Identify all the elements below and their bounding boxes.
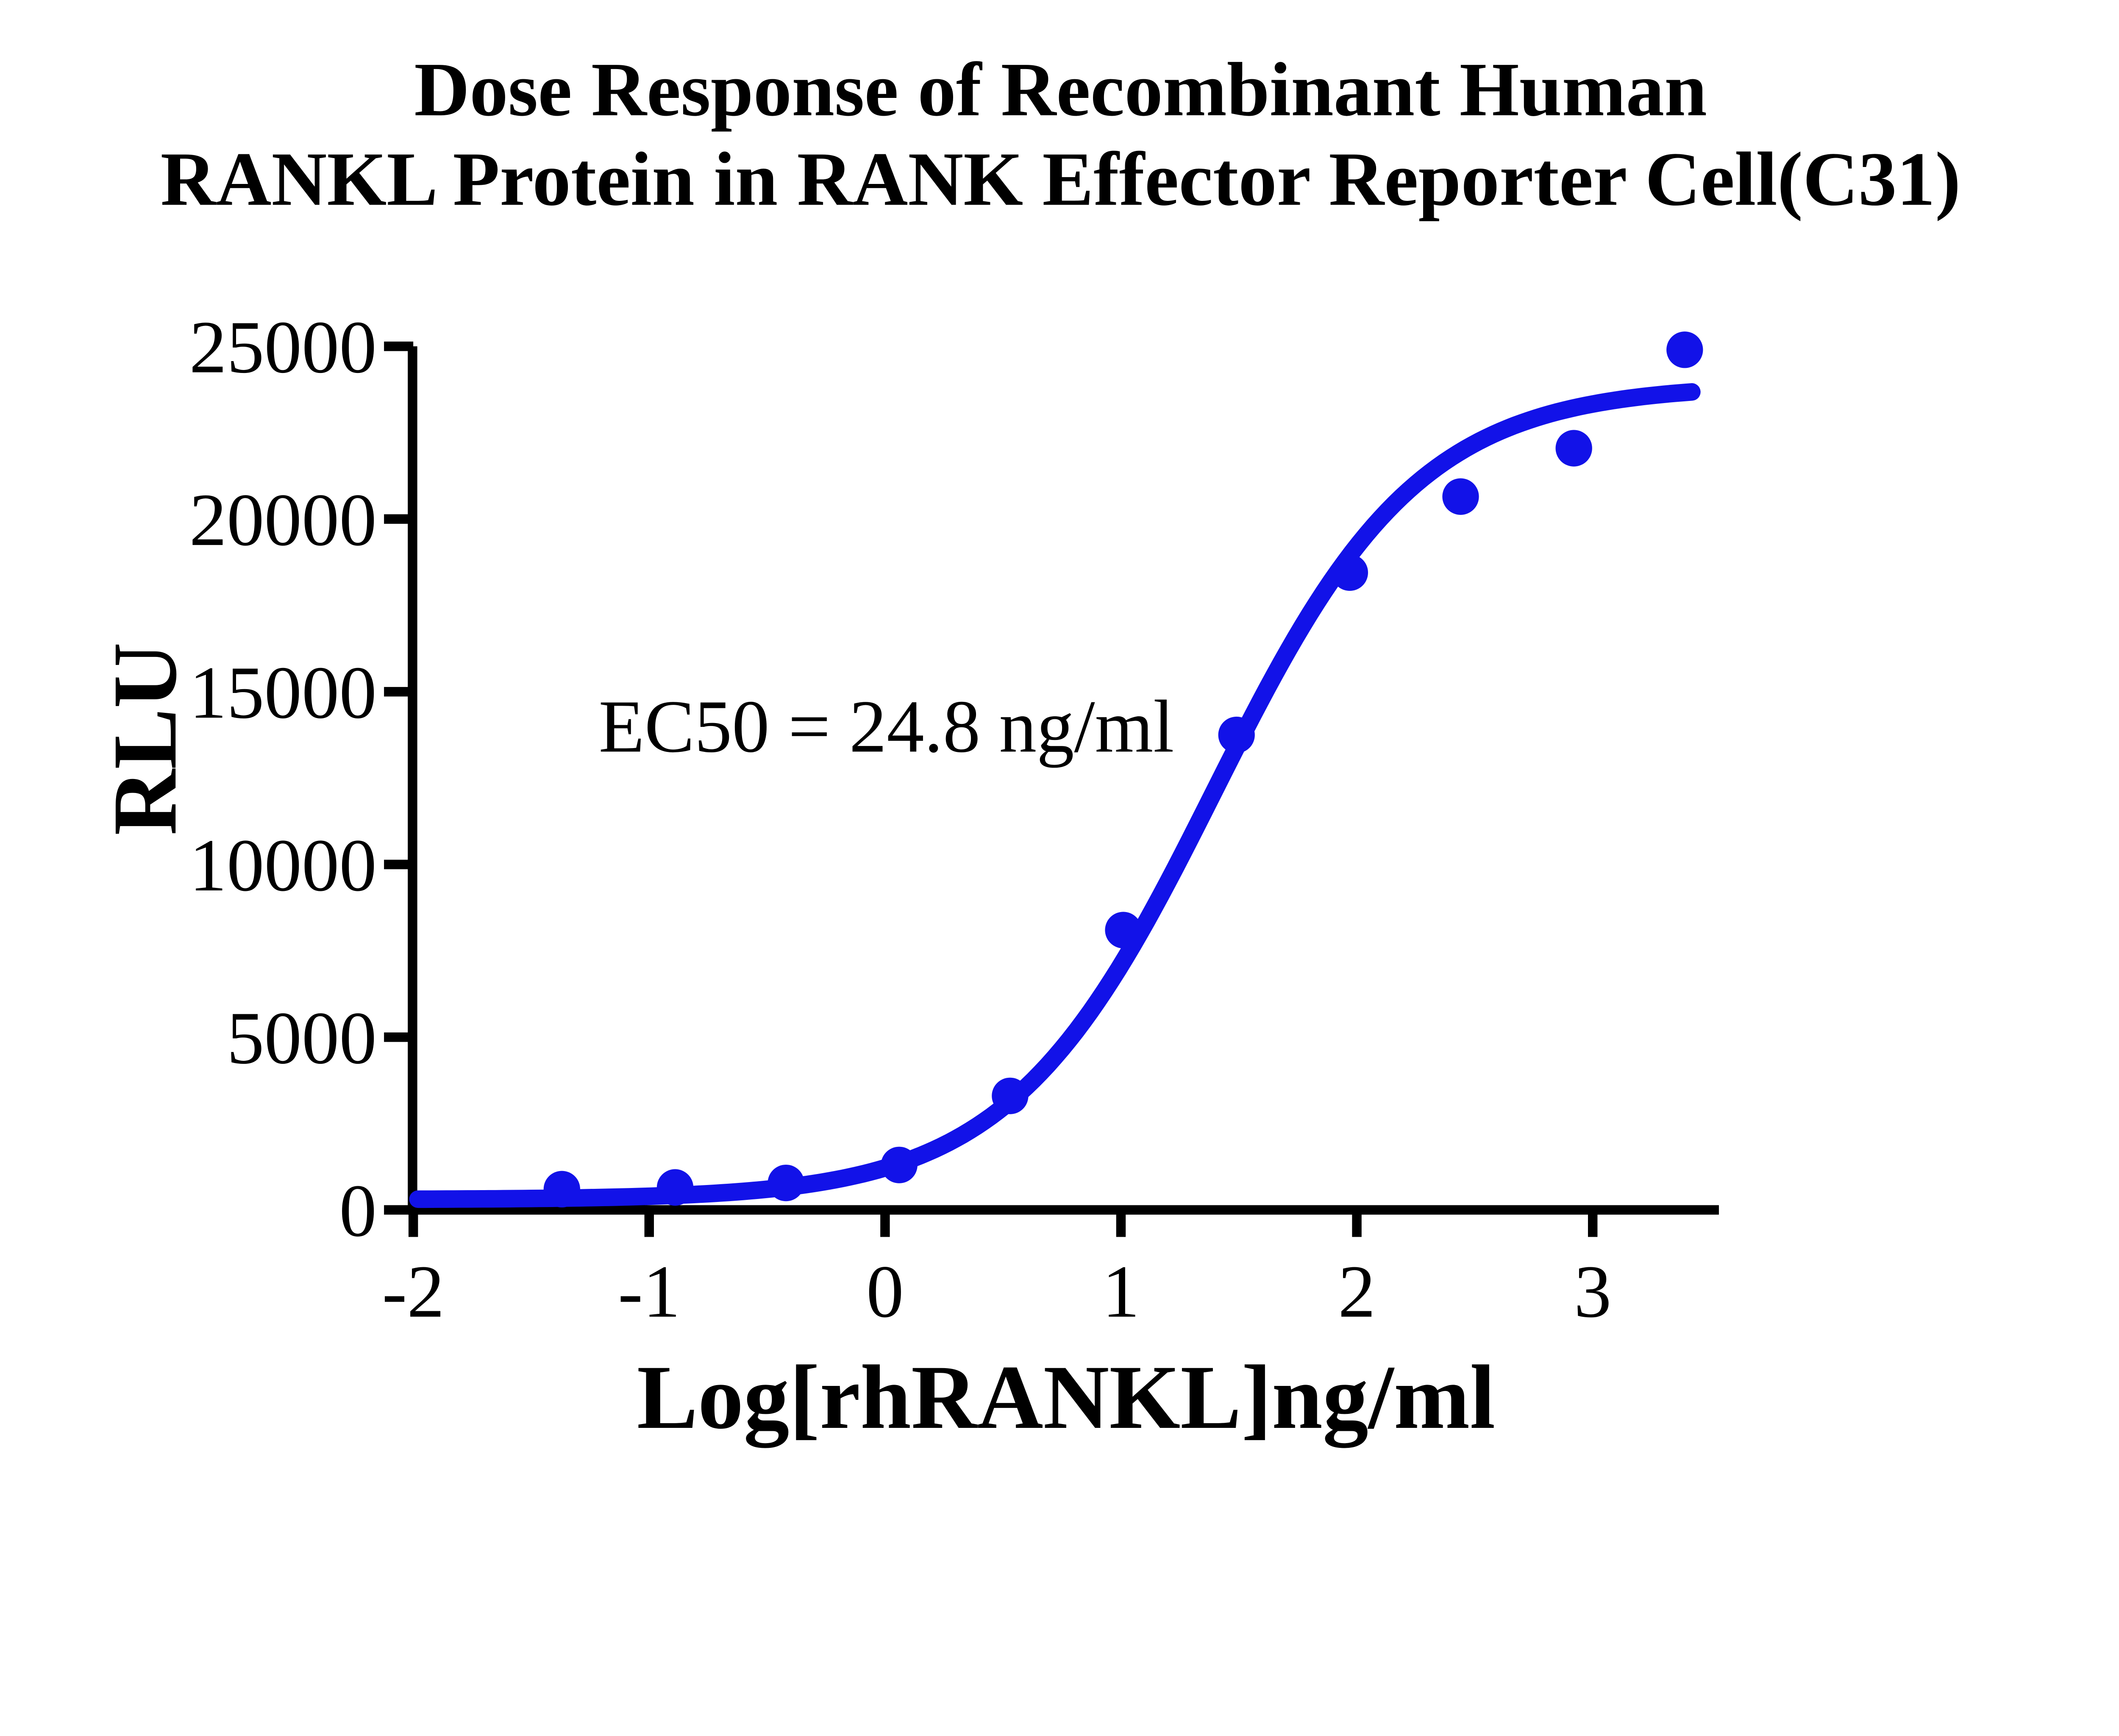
chart-canvas: Dose Response of Recombinant Human RANKL…	[94, 47, 1961, 1448]
fit-curve-path	[409, 383, 1701, 1208]
ec50-annotation: EC50 = 24.8 ng/ml	[599, 685, 1174, 768]
y-tick-label: 5000	[227, 996, 377, 1079]
y-axis: 0 5000 10000 15000 20000 25000	[189, 306, 417, 1252]
x-tick-label: 3	[1574, 1250, 1611, 1333]
data-point	[543, 1171, 580, 1207]
y-tick-label: 0	[339, 1169, 376, 1252]
x-tick-label: 0	[866, 1250, 904, 1333]
y-axis-title: RLU	[94, 642, 195, 835]
x-tick-label: 1	[1102, 1250, 1140, 1333]
data-point	[881, 1146, 918, 1183]
y-tick-label: 15000	[189, 651, 377, 734]
dose-response-chart: Dose Response of Recombinant Human RANKL…	[94, 47, 1961, 1448]
data-point	[1555, 430, 1592, 467]
x-tick-label: 2	[1338, 1250, 1375, 1333]
y-tick-label: 25000	[189, 306, 377, 389]
y-tick-label: 10000	[189, 824, 377, 907]
data-points	[543, 331, 1703, 1207]
data-point	[1331, 554, 1368, 591]
data-point	[1218, 716, 1255, 754]
data-point	[656, 1169, 694, 1206]
data-point	[992, 1077, 1029, 1114]
fit-curve	[409, 383, 1701, 1208]
x-axis-title: Log[rhRANKL]ng/ml	[637, 1347, 1496, 1448]
x-tick-label: -2	[382, 1250, 444, 1333]
x-tick-label: -1	[618, 1250, 680, 1333]
data-point	[1105, 912, 1142, 949]
x-axis: -2 -1 0 1 2 3	[382, 1205, 1719, 1333]
chart-title-line2: RANKL Protein in RANK Effector Reporter …	[161, 137, 1961, 222]
data-point	[768, 1164, 804, 1202]
y-tick-label: 20000	[189, 479, 377, 562]
data-point	[1442, 478, 1479, 515]
chart-title-line1: Dose Response of Recombinant Human	[414, 47, 1707, 132]
data-point	[1666, 331, 1703, 368]
